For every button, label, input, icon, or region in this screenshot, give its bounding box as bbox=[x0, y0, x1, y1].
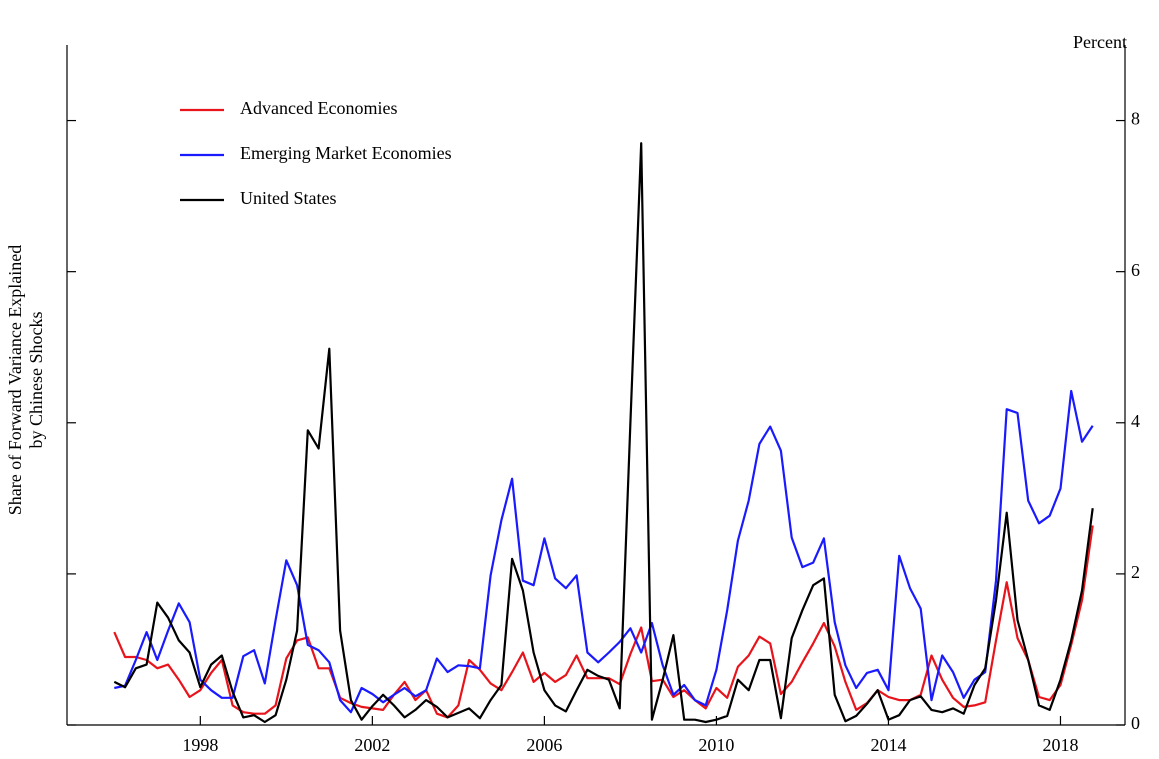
series-line bbox=[114, 389, 1094, 714]
y-unit-label: Percent bbox=[1073, 32, 1127, 52]
y-tick-label: 8 bbox=[1131, 109, 1140, 129]
x-tick-label: 2002 bbox=[354, 735, 390, 755]
series-line bbox=[113, 525, 1094, 719]
y-axis-label: by Chinese Shocks bbox=[26, 312, 46, 449]
x-tick-label: 2018 bbox=[1042, 735, 1078, 755]
x-tick-label: 1998 bbox=[182, 735, 218, 755]
x-tick-label: 2010 bbox=[698, 735, 734, 755]
legend-label: Advanced Economies bbox=[240, 98, 397, 118]
y-tick-label: 0 bbox=[1131, 713, 1140, 733]
series-line bbox=[113, 142, 1094, 724]
legend-label: Emerging Market Economies bbox=[240, 143, 452, 163]
y-tick-label: 6 bbox=[1131, 260, 1140, 280]
y-tick-label: 4 bbox=[1131, 411, 1140, 431]
x-tick-label: 2006 bbox=[526, 735, 562, 755]
y-tick-label: 2 bbox=[1131, 562, 1140, 582]
x-tick-label: 2014 bbox=[870, 735, 906, 755]
legend-label: United States bbox=[240, 188, 337, 208]
y-axis-label: Share of Forward Variance Explained bbox=[5, 245, 25, 516]
